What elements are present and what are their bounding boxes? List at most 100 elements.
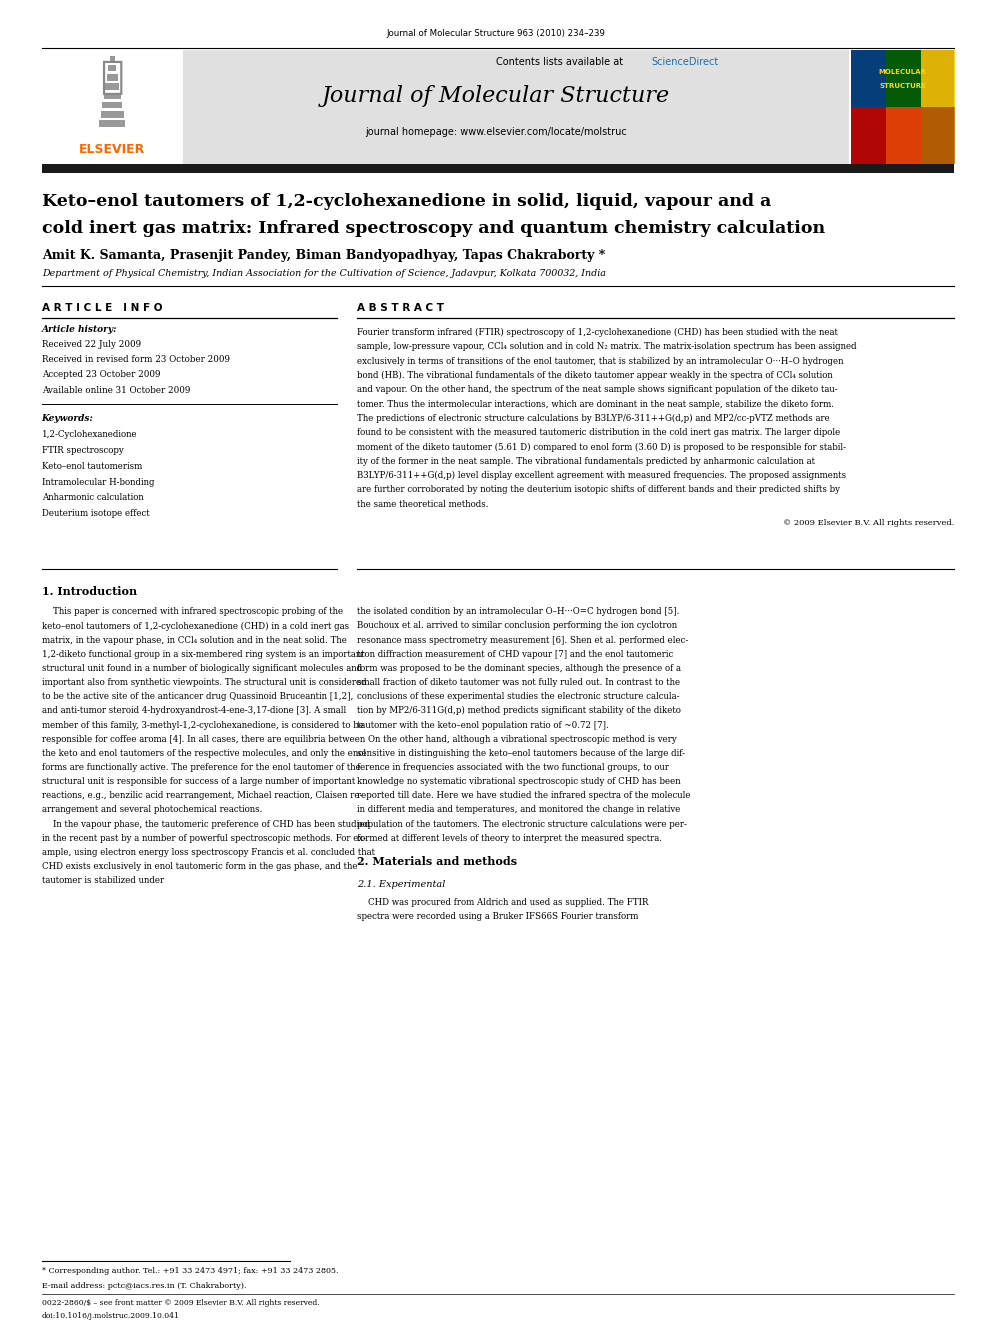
Text: ference in frequencies associated with the two functional groups, to our: ference in frequencies associated with t… <box>357 763 670 773</box>
Text: cold inert gas matrix: Infrared spectroscopy and quantum chemistry calculation: cold inert gas matrix: Infrared spectros… <box>42 220 824 237</box>
Text: exclusively in terms of transitions of the enol tautomer, that is stabilized by : exclusively in terms of transitions of t… <box>357 357 843 365</box>
Text: Contents lists available at: Contents lists available at <box>496 57 626 67</box>
Text: Journal of Molecular Structure 963 (2010) 234–239: Journal of Molecular Structure 963 (2010… <box>387 29 605 38</box>
Bar <box>103 93 120 99</box>
Text: B3LYP/6-311++G(d,p) level display excellent agreement with measured frequencies.: B3LYP/6-311++G(d,p) level display excell… <box>357 471 846 480</box>
Text: reported till date. Here we have studied the infrared spectra of the molecule: reported till date. Here we have studied… <box>357 791 690 800</box>
Text: Keto–enol tautomers of 1,2-cyclohexanedione in solid, liquid, vapour and a: Keto–enol tautomers of 1,2-cyclohexanedi… <box>42 193 771 210</box>
Text: This paper is concerned with infrared spectroscopic probing of the: This paper is concerned with infrared sp… <box>42 607 343 617</box>
Text: and vapour. On the other hand, the spectrum of the neat sample shows significant: and vapour. On the other hand, the spect… <box>357 385 838 394</box>
Text: Deuterium isotope effect: Deuterium isotope effect <box>42 509 149 519</box>
Text: Department of Physical Chemistry, Indian Association for the Cultivation of Scie: Department of Physical Chemistry, Indian… <box>42 269 605 278</box>
Bar <box>102 102 122 108</box>
Bar <box>105 83 119 90</box>
Text: tron diffraction measurement of CHD vapour [7] and the enol tautomeric: tron diffraction measurement of CHD vapo… <box>357 650 674 659</box>
Text: Bouchoux et al. arrived to similar conclusion performing the ion cyclotron: Bouchoux et al. arrived to similar concl… <box>357 622 678 631</box>
Text: bond (HB). The vibrational fundamentals of the diketo tautomer appear weakly in : bond (HB). The vibrational fundamentals … <box>357 370 833 380</box>
Text: Accepted 23 October 2009: Accepted 23 October 2009 <box>42 370 160 380</box>
Text: structural unit found in a number of biologically significant molecules and: structural unit found in a number of bio… <box>42 664 362 673</box>
Text: to be the active site of the anticancer drug Quassinoid Bruceantin [1,2],: to be the active site of the anticancer … <box>42 692 353 701</box>
Text: small fraction of diketo tautomer was not fully ruled out. In contrast to the: small fraction of diketo tautomer was no… <box>357 679 681 687</box>
Bar <box>851 107 886 164</box>
Text: knowledge no systematic vibrational spectroscopic study of CHD has been: knowledge no systematic vibrational spec… <box>357 777 681 786</box>
Text: the isolated condition by an intramolecular O–H···O=C hydrogen bond [5].: the isolated condition by an intramolecu… <box>357 607 680 617</box>
Text: formed at different levels of theory to interpret the measured spectra.: formed at different levels of theory to … <box>357 833 662 843</box>
Text: Anharmonic calculation: Anharmonic calculation <box>42 493 144 503</box>
Text: 2.1. Experimental: 2.1. Experimental <box>357 880 445 889</box>
Text: A R T I C L E   I N F O: A R T I C L E I N F O <box>42 303 162 314</box>
Text: ample, using electron energy loss spectroscopy Francis et al. concluded that: ample, using electron energy loss spectr… <box>42 848 375 857</box>
Text: and anti-tumor steroid 4-hydroxyandrost-4-ene-3,17-dione [3]. A small: and anti-tumor steroid 4-hydroxyandrost-… <box>42 706 346 716</box>
Text: MOLECULAR: MOLECULAR <box>879 69 927 75</box>
Text: Intramolecular H-bonding: Intramolecular H-bonding <box>42 478 154 487</box>
Text: 1. Introduction: 1. Introduction <box>42 586 137 597</box>
Text: A B S T R A C T: A B S T R A C T <box>357 303 444 314</box>
Text: spectra were recorded using a Bruker IFS66S Fourier transform: spectra were recorded using a Bruker IFS… <box>357 913 639 921</box>
Text: FTIR spectroscopy: FTIR spectroscopy <box>42 446 123 455</box>
Bar <box>886 107 921 164</box>
Text: CHD exists exclusively in enol tautomeric form in the gas phase, and the: CHD exists exclusively in enol tautomeri… <box>42 863 357 871</box>
Text: Article history:: Article history: <box>42 325 117 335</box>
Bar <box>851 50 954 164</box>
Bar <box>851 50 886 107</box>
Text: population of the tautomers. The electronic structure calculations were per-: population of the tautomers. The electro… <box>357 819 687 828</box>
Text: the keto and enol tautomers of the respective molecules, and only the enol: the keto and enol tautomers of the respe… <box>42 749 366 758</box>
Text: STRUCTURE: STRUCTURE <box>879 83 927 90</box>
Text: moment of the diketo tautomer (5.61 D) compared to enol form (3.60 D) is propose: moment of the diketo tautomer (5.61 D) c… <box>357 442 846 451</box>
Text: Available online 31 October 2009: Available online 31 October 2009 <box>42 385 190 394</box>
Text: 2. Materials and methods: 2. Materials and methods <box>357 856 517 867</box>
Bar <box>100 111 123 118</box>
Text: in the recent past by a number of powerful spectroscopic methods. For ex-: in the recent past by a number of powerf… <box>42 833 366 843</box>
Text: arrangement and several photochemical reactions.: arrangement and several photochemical re… <box>42 806 262 815</box>
Text: Journal of Molecular Structure: Journal of Molecular Structure <box>322 85 670 107</box>
Bar <box>99 120 125 127</box>
Text: in different media and temperatures, and monitored the change in relative: in different media and temperatures, and… <box>357 806 681 815</box>
Text: matrix, in the vapour phase, in CCl₄ solution and in the neat solid. The: matrix, in the vapour phase, in CCl₄ sol… <box>42 635 346 644</box>
Text: doi:10.1016/j.molstruc.2009.10.041: doi:10.1016/j.molstruc.2009.10.041 <box>42 1312 180 1320</box>
Text: reactions, e.g., benzilic acid rearrangement, Michael reaction, Claisen re-: reactions, e.g., benzilic acid rearrange… <box>42 791 362 800</box>
Text: ity of the former in the neat sample. The vibrational fundamentals predicted by : ity of the former in the neat sample. Th… <box>357 456 815 466</box>
Text: 1,2-diketo functional group in a six-membered ring system is an important: 1,2-diketo functional group in a six-mem… <box>42 650 364 659</box>
Text: are further corroborated by noting the deuterium isotopic shifts of different ba: are further corroborated by noting the d… <box>357 486 840 495</box>
Text: the same theoretical methods.: the same theoretical methods. <box>357 500 489 508</box>
Text: conclusions of these experimental studies the electronic structure calcula-: conclusions of these experimental studie… <box>357 692 680 701</box>
Text: Received 22 July 2009: Received 22 July 2009 <box>42 340 141 349</box>
Text: sample, low-pressure vapour, CCl₄ solution and in cold N₂ matrix. The matrix-iso: sample, low-pressure vapour, CCl₄ soluti… <box>357 343 857 352</box>
Bar <box>42 164 954 173</box>
Text: Keto–enol tautomerism: Keto–enol tautomerism <box>42 462 142 471</box>
Text: In the vapour phase, the tautomeric preference of CHD has been studied: In the vapour phase, the tautomeric pref… <box>42 819 370 828</box>
Bar <box>42 50 183 164</box>
Text: 0022-2860/$ – see front matter © 2009 Elsevier B.V. All rights reserved.: 0022-2860/$ – see front matter © 2009 El… <box>42 1299 319 1307</box>
Text: ⬛: ⬛ <box>100 58 124 97</box>
Bar <box>108 65 116 71</box>
Text: found to be consistent with the measured tautomeric distribution in the cold ine: found to be consistent with the measured… <box>357 429 840 437</box>
Text: ELSEVIER: ELSEVIER <box>79 143 145 156</box>
Bar <box>921 50 955 107</box>
Text: keto–enol tautomers of 1,2-cyclohexanedione (CHD) in a cold inert gas: keto–enol tautomers of 1,2-cyclohexanedi… <box>42 622 349 631</box>
Text: Fourier transform infrared (FTIR) spectroscopy of 1,2-cyclohexanedione (CHD) has: Fourier transform infrared (FTIR) spectr… <box>357 328 838 337</box>
Text: tomer. Thus the intermolecular interactions, which are dominant in the neat samp: tomer. Thus the intermolecular interacti… <box>357 400 834 409</box>
Text: Keywords:: Keywords: <box>42 414 93 423</box>
Text: E-mail address: pctc@iacs.res.in (T. Chakraborty).: E-mail address: pctc@iacs.res.in (T. Cha… <box>42 1282 246 1290</box>
Bar <box>921 107 955 164</box>
Text: structural unit is responsible for success of a large number of important: structural unit is responsible for succe… <box>42 777 355 786</box>
Text: tautomer is stabilized under: tautomer is stabilized under <box>42 876 164 885</box>
Text: CHD was procured from Aldrich and used as supplied. The FTIR: CHD was procured from Aldrich and used a… <box>357 898 649 908</box>
Text: journal homepage: www.elsevier.com/locate/molstruc: journal homepage: www.elsevier.com/locat… <box>365 127 627 138</box>
Text: forms are functionally active. The preference for the enol tautomer of the: forms are functionally active. The prefe… <box>42 763 360 773</box>
Text: sensitive in distinguishing the keto–enol tautomers because of the large dif-: sensitive in distinguishing the keto–eno… <box>357 749 685 758</box>
Text: form was proposed to be the dominant species, although the presence of a: form was proposed to be the dominant spe… <box>357 664 682 673</box>
Text: © 2009 Elsevier B.V. All rights reserved.: © 2009 Elsevier B.V. All rights reserved… <box>783 519 954 527</box>
Text: * Corresponding author. Tel.: +91 33 2473 4971; fax: +91 33 2473 2805.: * Corresponding author. Tel.: +91 33 247… <box>42 1267 338 1275</box>
Text: Received in revised form 23 October 2009: Received in revised form 23 October 2009 <box>42 355 230 364</box>
Bar <box>42 50 849 164</box>
Text: The predictions of electronic structure calculations by B3LYP/6-311++G(d,p) and : The predictions of electronic structure … <box>357 414 830 423</box>
Text: member of this family, 3-methyl-1,2-cyclohexanedione, is considered to be: member of this family, 3-methyl-1,2-cycl… <box>42 721 363 729</box>
Text: On the other hand, although a vibrational spectroscopic method is very: On the other hand, although a vibrationa… <box>357 734 677 744</box>
Text: tautomer with the keto–enol population ratio of ~0.72 [7].: tautomer with the keto–enol population r… <box>357 721 609 729</box>
Text: responsible for coffee aroma [4]. In all cases, there are equilibria between: responsible for coffee aroma [4]. In all… <box>42 734 365 744</box>
Text: tion by MP2/6-311G(d,p) method predicts significant stability of the diketo: tion by MP2/6-311G(d,p) method predicts … <box>357 706 681 716</box>
Text: ScienceDirect: ScienceDirect <box>652 57 719 67</box>
Text: Amit K. Samanta, Prasenjit Pandey, Biman Bandyopadhyay, Tapas Chakraborty *: Amit K. Samanta, Prasenjit Pandey, Biman… <box>42 249 605 262</box>
Text: 1,2-Cyclohexanedione: 1,2-Cyclohexanedione <box>42 430 137 439</box>
